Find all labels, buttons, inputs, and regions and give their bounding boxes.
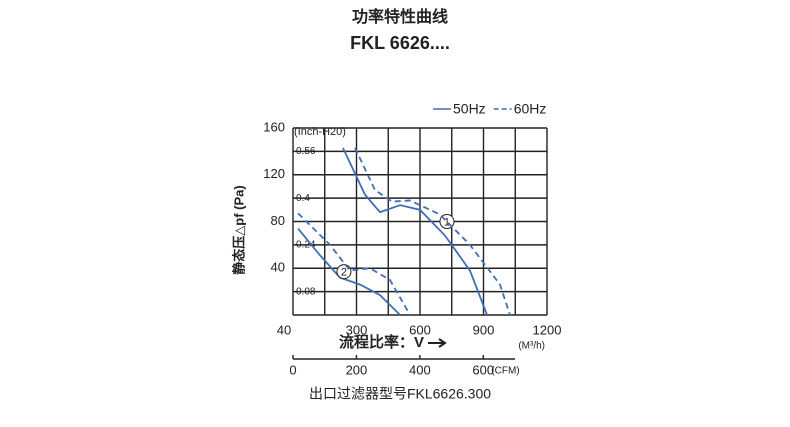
y2-tick-label: 0.08 xyxy=(296,286,316,297)
x2-tick-label: 400 xyxy=(409,362,431,377)
y-tick-label: 160 xyxy=(263,119,285,134)
x-unit: (M³/h) xyxy=(518,341,545,352)
y2-tick-label: 0.56 xyxy=(296,146,316,157)
y2-tick-label: 0.4 xyxy=(296,193,310,204)
x-tick-label: 300 xyxy=(346,322,368,337)
x-tick-label: 900 xyxy=(473,322,495,337)
footer: 出口过滤器型号FKL6626.300 xyxy=(309,386,491,402)
curve-label: 1 xyxy=(444,216,450,228)
y-tick-label: 80 xyxy=(271,213,285,228)
curve xyxy=(297,227,401,316)
chart-subtitle: FKL 6626.... xyxy=(350,33,450,53)
x2-unit: (CFM) xyxy=(491,366,519,377)
curve-label: 2 xyxy=(341,267,347,279)
legend-label: 50Hz xyxy=(453,101,486,117)
curve xyxy=(342,147,488,316)
y2-tick-label: 0.24 xyxy=(296,240,316,251)
corner-label: 40 xyxy=(277,322,291,337)
y-tick-label: 40 xyxy=(271,260,285,275)
x2-tick-label: 600 xyxy=(472,362,494,377)
x-tick-label: 600 xyxy=(409,322,431,337)
x-axis-label: 流程比率：V xyxy=(339,333,424,351)
y-tick-label: 120 xyxy=(263,166,285,181)
y-axis-label: 静态压△pf (Pa) xyxy=(231,185,246,274)
legend-label: 60Hz xyxy=(514,101,547,117)
curve xyxy=(354,147,511,316)
x-tick-label: 1200 xyxy=(533,322,562,337)
y2-axis-label: (Inch-H20) xyxy=(294,126,346,138)
chart-title: 功率特性曲线 xyxy=(352,7,448,26)
x2-tick-label: 200 xyxy=(346,362,368,377)
x2-tick-label: 0 xyxy=(289,362,296,377)
x-arrow xyxy=(428,338,447,348)
curve xyxy=(297,212,411,316)
